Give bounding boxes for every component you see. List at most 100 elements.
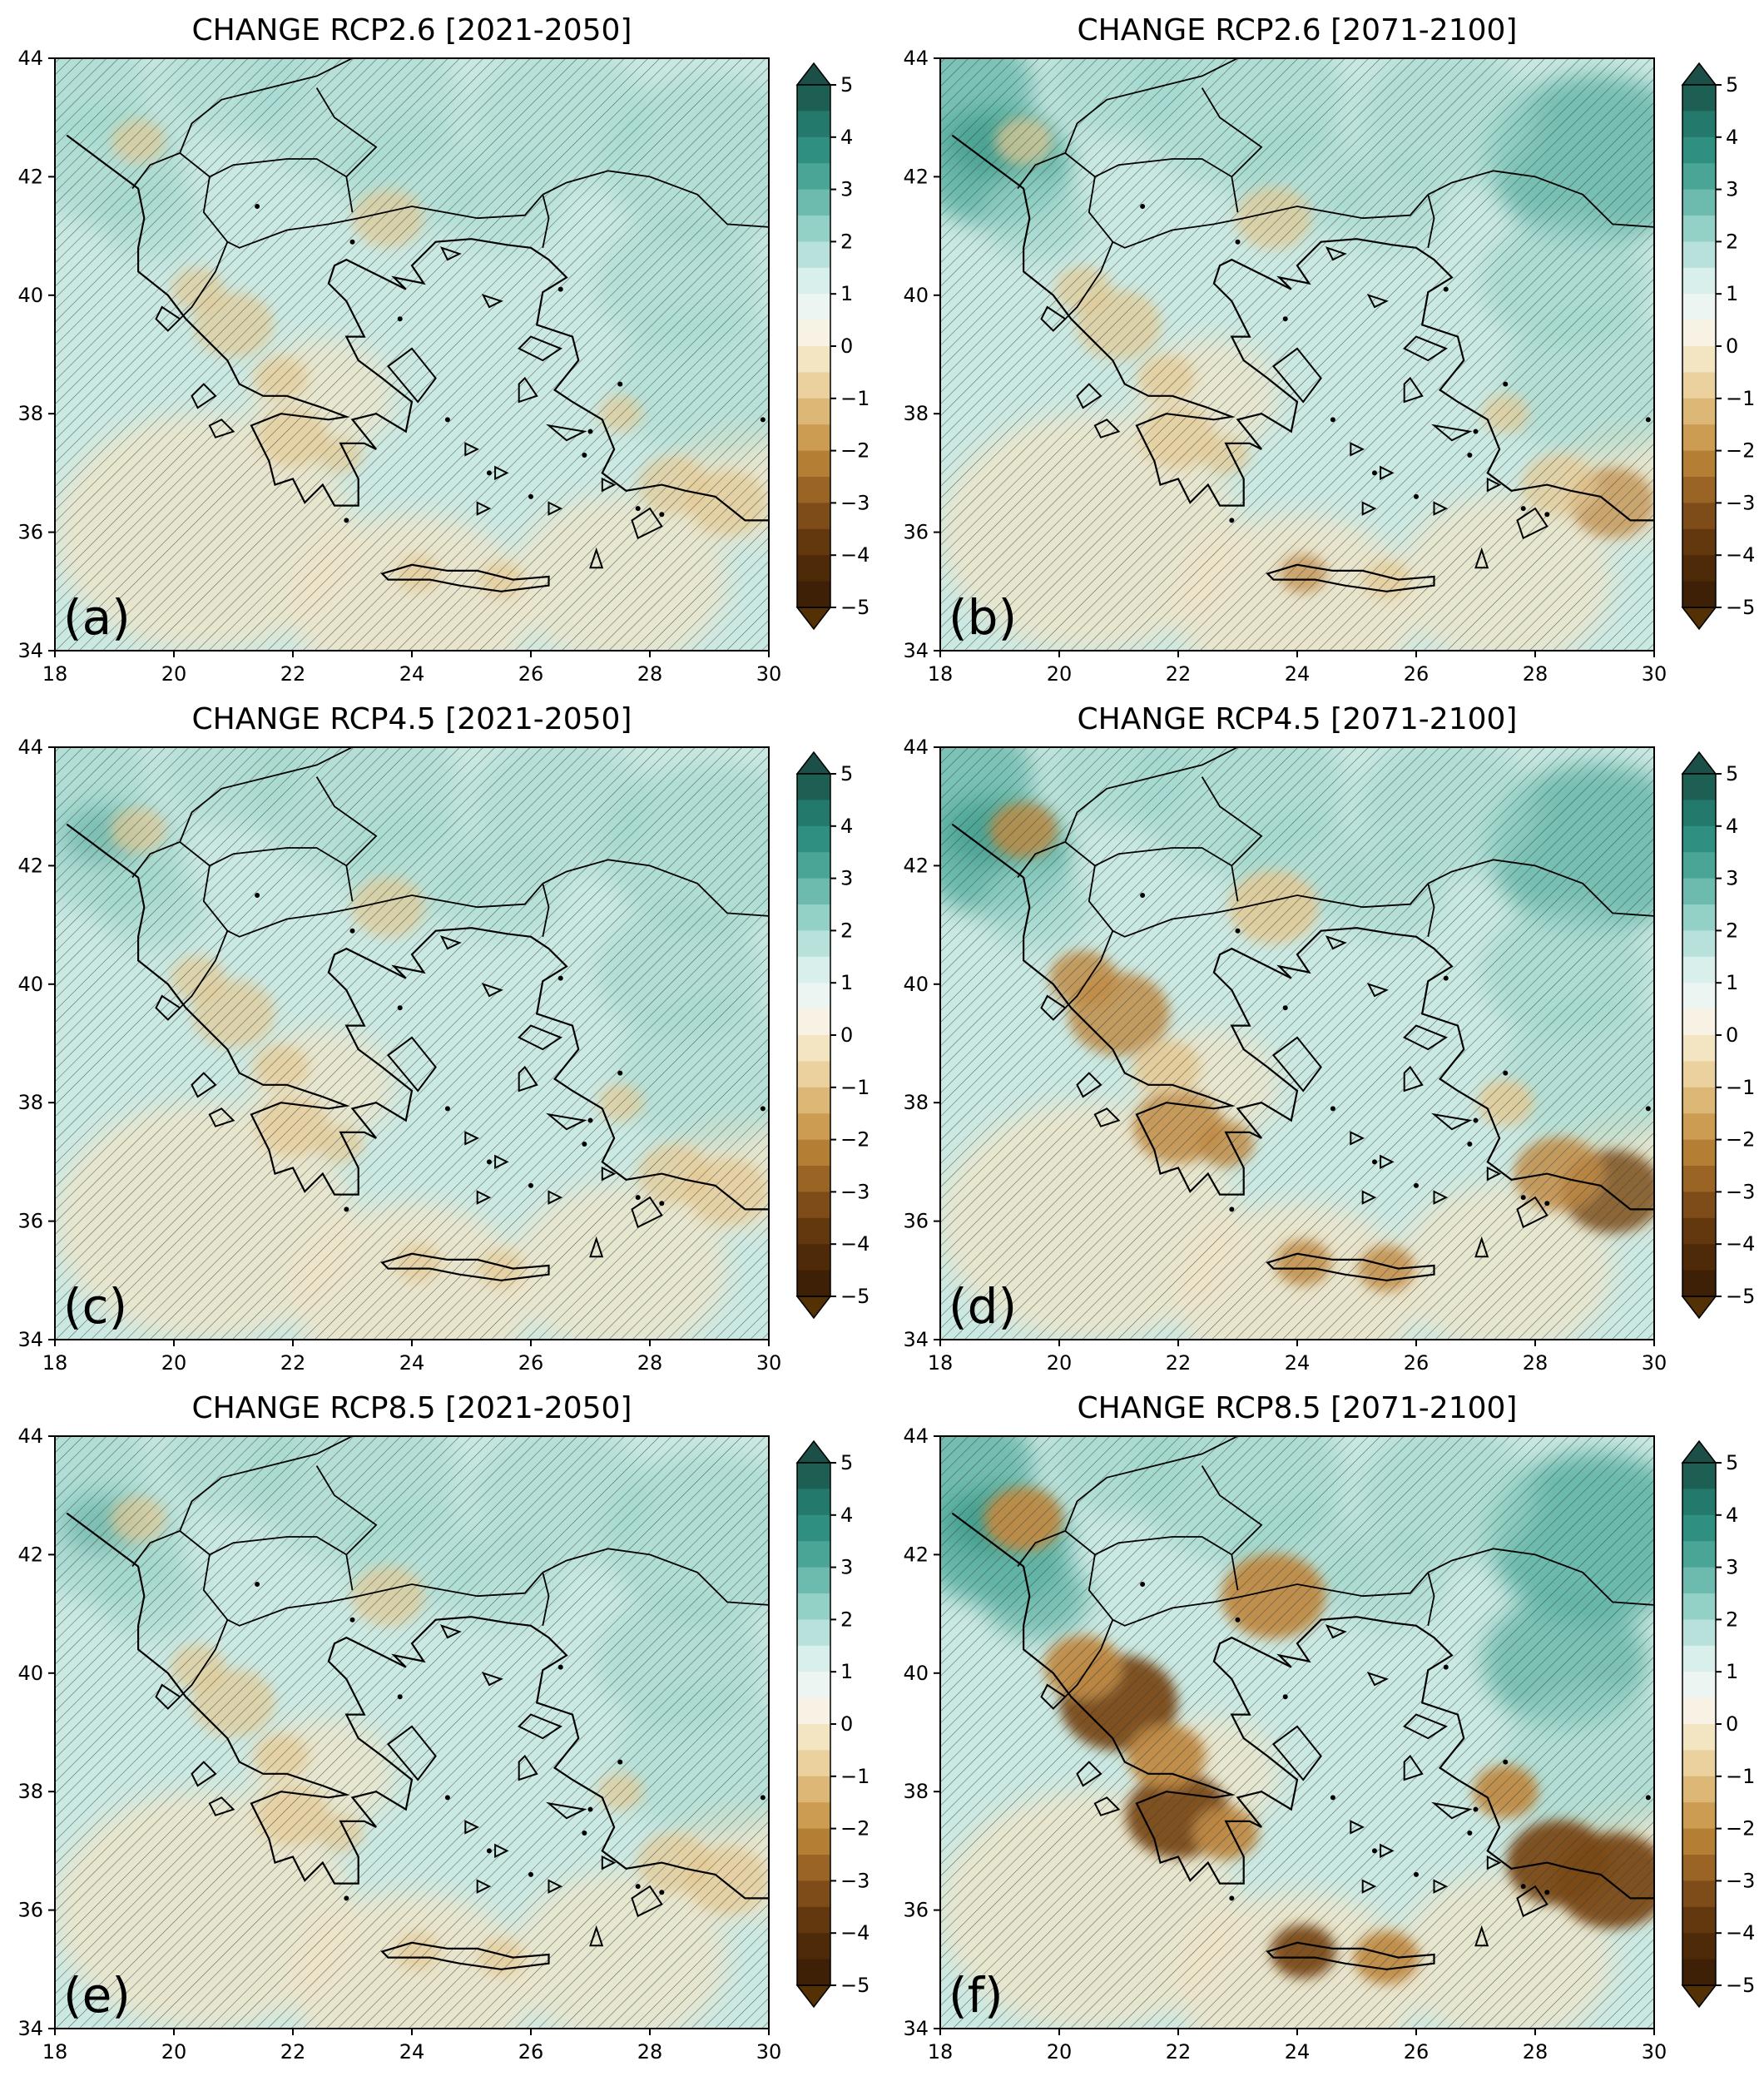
colorbar-segment [1682, 1776, 1716, 1803]
small-island [760, 417, 766, 423]
small-island [1229, 1206, 1235, 1212]
colorbar-tick-label: −1 [1726, 1765, 1755, 1788]
small-island [1520, 1195, 1526, 1201]
island-outline [1433, 1190, 1449, 1205]
small-island [582, 1831, 587, 1836]
x-tick-label: 22 [1166, 662, 1192, 686]
colorbar-tick-label: 4 [840, 126, 853, 149]
map-panel: CHANGE RCP4.5 [2071-2100]18 20 22 24 26 28 303… [903, 702, 1755, 1375]
map-panel: CHANGE RCP2.6 [2071-2100]18 20 22 24 26 28 303… [903, 13, 1755, 686]
country-border [209, 1536, 354, 1591]
x-tick-label: 18 [928, 2040, 954, 2064]
island-outline [589, 547, 604, 569]
island-outline [155, 994, 181, 1021]
colorbar-segment [797, 555, 830, 582]
island-outline [1474, 547, 1489, 569]
colorbar-tick-label: 3 [1726, 178, 1738, 201]
x-tick-label: 20 [161, 2040, 187, 2064]
colorbar-segment [797, 424, 830, 452]
colorbar-tick-label: −2 [1726, 1128, 1755, 1152]
island-outline [1271, 1036, 1322, 1093]
colorbar-segment [1682, 581, 1716, 608]
colorbar-segment [797, 1672, 830, 1699]
colorbar-segment [797, 1008, 830, 1036]
y-tick-label: 40 [903, 1662, 929, 1685]
country-border [1064, 930, 1114, 1008]
small-island [1473, 1117, 1479, 1123]
coastline [951, 823, 1654, 1211]
colorbar-tick-label: 4 [840, 1504, 853, 1527]
island-outline [1325, 246, 1347, 261]
colorbar-tick-label: −2 [1726, 1817, 1755, 1841]
y-tick-label: 36 [903, 1899, 929, 1922]
colorbar-segment [797, 1217, 830, 1245]
significance-hatching [940, 1436, 1654, 2029]
small-island [587, 1806, 593, 1812]
colorbar-segment [797, 1619, 830, 1647]
island-outline [518, 376, 538, 404]
small-island [255, 204, 260, 209]
colorbar-tick-label: 0 [840, 1023, 853, 1047]
colorbar-bottom-extend [795, 1296, 832, 1320]
small-island [617, 1759, 623, 1765]
colorbar-segment [1682, 1697, 1716, 1725]
colorbar-segment [797, 1244, 830, 1271]
colorbar-segment [797, 320, 830, 347]
x-tick-label: 28 [1523, 2040, 1548, 2064]
colorbar-tick-label: 5 [1726, 762, 1738, 785]
colorbar-bottom-extend [1681, 1296, 1717, 1320]
y-tick-label: 44 [903, 47, 929, 70]
small-island [1467, 453, 1473, 458]
colorbar-segment [797, 1645, 830, 1672]
colorbar-tick-label: 2 [840, 1608, 853, 1631]
island-outline [1366, 294, 1389, 309]
coastline [380, 1252, 550, 1281]
x-tick-label: 26 [518, 662, 544, 686]
x-tick-label: 18 [42, 2040, 68, 2064]
island-outline [1403, 1024, 1448, 1051]
island-outline [601, 1855, 617, 1870]
colorbar-segment [797, 1541, 830, 1568]
small-island [1235, 1617, 1241, 1623]
colorbar-segment [1682, 1061, 1716, 1088]
colorbar-segment [1682, 1514, 1716, 1542]
colorbar-segment [797, 956, 830, 983]
colorbar-bottom-extend [795, 607, 832, 631]
x-tick-label: 24 [399, 2040, 425, 2064]
colorbar-segment [1682, 1724, 1716, 1751]
small-island [1229, 1895, 1235, 1901]
island-outline [1271, 347, 1322, 404]
island-outline [1403, 376, 1424, 404]
small-island [1371, 1848, 1377, 1854]
colorbar-segment [797, 1593, 830, 1620]
significance-hatching [55, 747, 769, 1340]
country-border [179, 241, 229, 320]
colorbar-tick-label: 3 [840, 1556, 853, 1579]
colorbar-segment [797, 1489, 830, 1516]
island-outline [1486, 1166, 1502, 1182]
island-outline [1433, 1879, 1449, 1894]
map-field [55, 747, 769, 1340]
colorbar-segment [797, 825, 830, 853]
island-outline [494, 1154, 509, 1170]
y-tick-label: 38 [903, 402, 929, 425]
coastline [66, 823, 769, 1211]
y-tick-label: 38 [903, 1091, 929, 1114]
colorbar-segment [1682, 930, 1716, 958]
small-island [1371, 1159, 1377, 1165]
small-island [1235, 239, 1241, 245]
island-outline [1093, 1107, 1121, 1127]
colorbar-segment [1682, 528, 1716, 556]
colorbar-tick-label: 0 [1726, 1023, 1738, 1047]
island-outline [1040, 305, 1067, 332]
x-tick-label: 30 [1642, 662, 1667, 686]
y-tick-label: 40 [903, 973, 929, 996]
country-border [179, 58, 353, 154]
island-outline [601, 477, 617, 493]
colorbar-segment [797, 189, 830, 216]
island-outline [208, 419, 235, 438]
colorbar-segment [797, 1906, 830, 1934]
y-tick-label: 40 [17, 284, 43, 307]
colorbar-tick-label: 5 [1726, 1451, 1738, 1474]
country-border [1017, 1529, 1429, 1627]
